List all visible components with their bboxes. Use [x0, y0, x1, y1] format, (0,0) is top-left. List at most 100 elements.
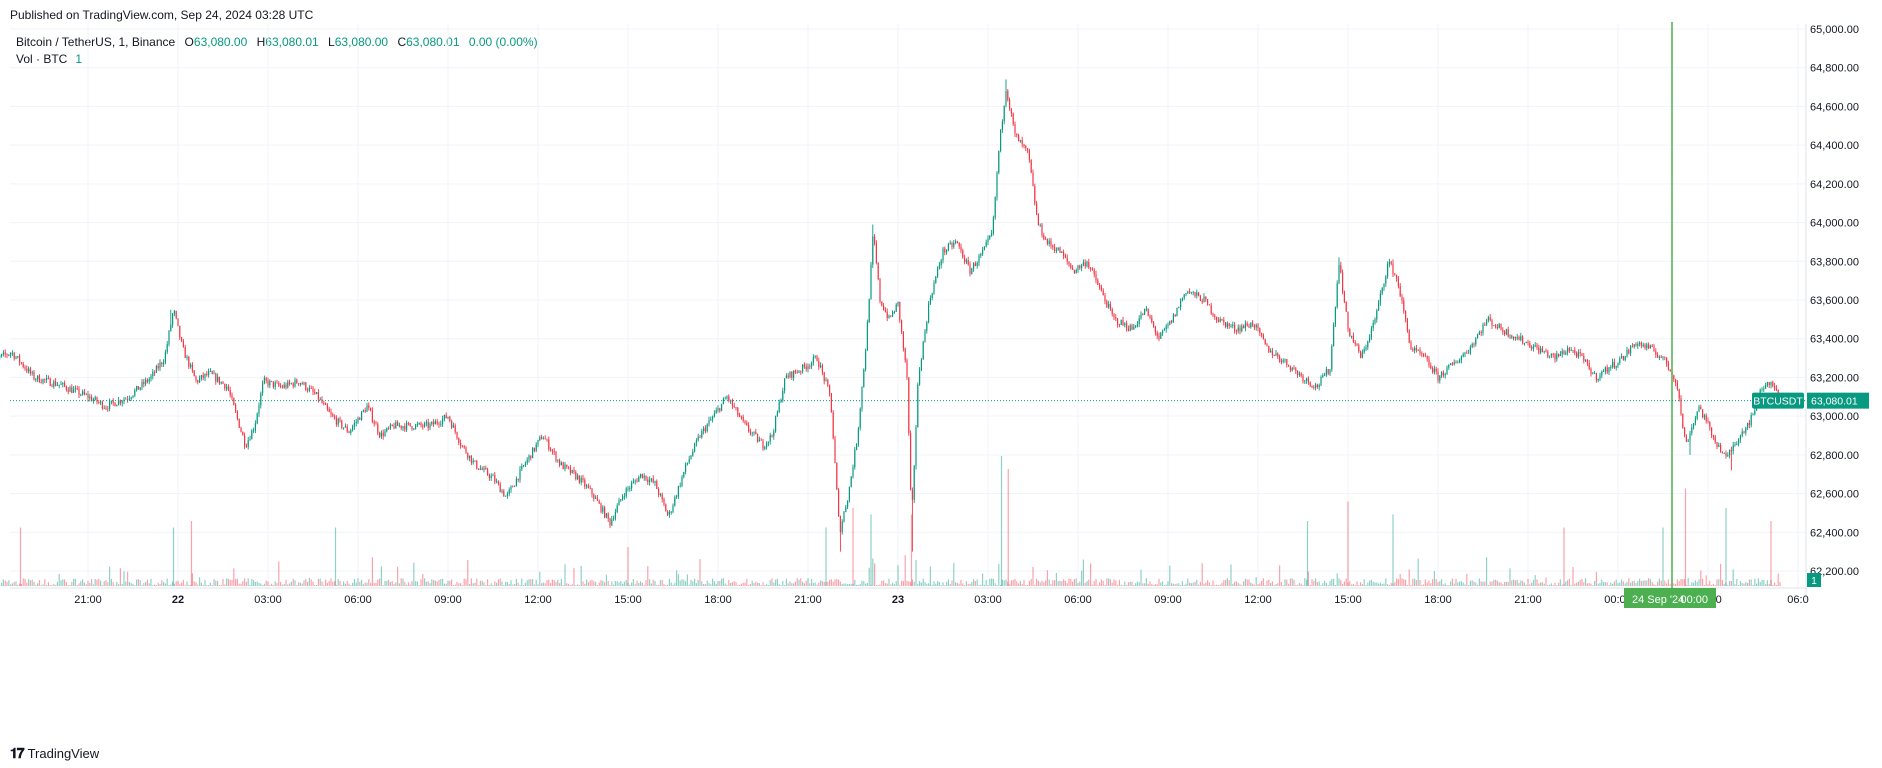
volume-bar — [1149, 581, 1151, 586]
candle-body — [566, 464, 568, 467]
candle-body — [591, 488, 593, 495]
volume-bar — [1333, 578, 1335, 586]
candle-body — [1144, 308, 1146, 315]
candle-body — [1711, 427, 1713, 436]
volume-bar — [965, 581, 967, 586]
candle-body — [1615, 365, 1617, 368]
tradingview-brand[interactable]: 𝟏𝟕 TradingView — [10, 745, 99, 762]
candle-body — [470, 455, 472, 463]
volume-bar — [839, 581, 841, 586]
candle-body — [1196, 292, 1198, 296]
candle-body — [193, 370, 195, 377]
candle-body — [938, 265, 940, 269]
volume-bar — [1675, 583, 1677, 586]
candle-body — [6, 354, 8, 356]
candle-body — [1347, 311, 1349, 330]
candle-body — [92, 399, 94, 402]
candle-body — [38, 375, 40, 383]
volume-bar — [1311, 579, 1313, 586]
candle-body — [580, 477, 582, 483]
volume-bar — [263, 583, 265, 586]
price-chart[interactable]: 62,200.0062,400.0062,600.0062,800.0063,0… — [0, 0, 1882, 744]
candle-body — [1061, 251, 1063, 253]
volume-bar — [1343, 581, 1345, 586]
candle-body — [1621, 356, 1623, 359]
volume-bar — [96, 579, 98, 586]
candle-body — [1599, 375, 1601, 379]
candle-body — [434, 421, 436, 425]
candle-body — [780, 400, 782, 403]
candle-body — [1201, 300, 1203, 303]
volume-bar — [672, 584, 674, 586]
candle-body — [101, 401, 103, 409]
volume-bar — [215, 580, 217, 586]
volume-bar — [962, 583, 964, 586]
candle-body — [1748, 422, 1750, 426]
x-tick-label: 22 — [172, 594, 184, 606]
volume-bar — [1770, 579, 1772, 586]
candle-body — [1684, 427, 1686, 437]
volume-bar — [814, 582, 816, 586]
volume-bar — [240, 583, 242, 586]
candle-body — [1457, 362, 1459, 364]
volume-bar — [1133, 585, 1135, 586]
candle-body — [343, 427, 345, 429]
volume-bar — [568, 583, 570, 586]
candle-body — [859, 408, 861, 429]
candle-body — [1541, 348, 1543, 352]
candle-body — [762, 440, 764, 449]
candle-body — [364, 410, 366, 412]
candle-body — [56, 385, 58, 386]
volume-bar — [175, 581, 177, 586]
volume-bar — [105, 579, 107, 586]
candle-body — [802, 364, 804, 372]
candle-body — [1097, 280, 1099, 286]
candle-body — [739, 415, 741, 417]
candle-body — [1392, 263, 1394, 275]
candle-body — [616, 505, 618, 512]
candle-body — [1414, 347, 1416, 351]
volume-bar — [1302, 585, 1304, 586]
volume-bar — [924, 582, 926, 586]
volume-bar — [11, 583, 13, 586]
change-value: 0.00 (0.00%) — [468, 35, 538, 49]
candle-body — [330, 412, 332, 415]
candle-body — [1154, 326, 1156, 333]
candle-body — [1232, 324, 1234, 326]
volume-bar — [881, 580, 883, 586]
volume-bar — [937, 581, 939, 586]
volume-bar — [1219, 584, 1221, 586]
volume-bar — [1752, 584, 1754, 586]
volume-bar — [80, 581, 82, 586]
candle-body — [24, 367, 26, 369]
candle-body — [611, 519, 613, 526]
symbol-title[interactable]: Bitcoin / TetherUS, 1, Binance — [16, 35, 176, 49]
volume-bar — [1590, 583, 1592, 586]
candle-body — [982, 250, 984, 255]
candle-body — [956, 241, 958, 243]
candle-body — [1277, 353, 1279, 357]
volume-label[interactable]: Vol · BTC — [16, 52, 68, 66]
candle-body — [89, 396, 91, 399]
volume-bar — [317, 578, 319, 586]
volume-bar — [1399, 574, 1401, 586]
candle-body — [1185, 293, 1187, 295]
volume-bar — [1464, 584, 1466, 586]
volume-bar — [152, 585, 154, 586]
volume-bar — [1329, 580, 1331, 586]
volume-bar — [1739, 581, 1741, 586]
candle-body — [935, 276, 937, 283]
candle-body — [1525, 342, 1527, 344]
volume-bar — [1070, 579, 1072, 586]
candle-body — [13, 352, 15, 359]
candle-body — [46, 378, 48, 380]
candle-body — [888, 315, 890, 319]
volume-bar — [1729, 581, 1731, 586]
volume-bar — [728, 579, 730, 586]
candle-body — [753, 431, 755, 433]
volume-bar — [1766, 580, 1768, 586]
volume-bar — [1030, 579, 1032, 586]
candle-body — [202, 375, 204, 378]
volume-bar — [1725, 508, 1727, 586]
volume-bar — [130, 583, 132, 586]
